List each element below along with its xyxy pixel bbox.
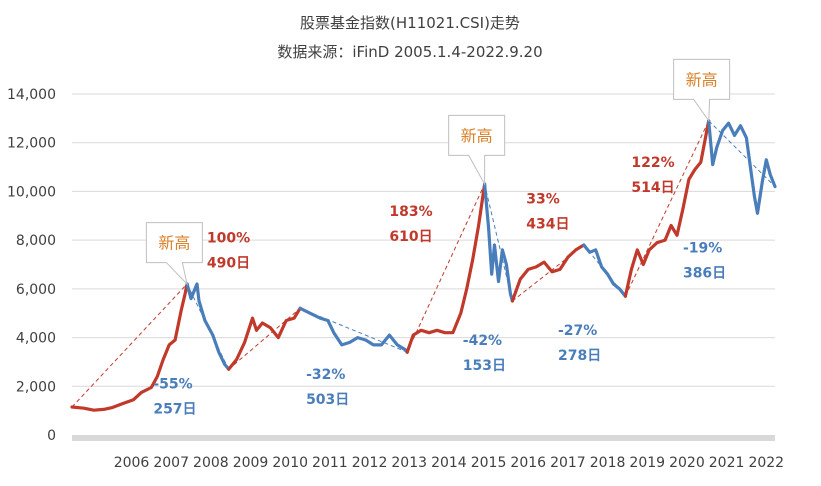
series-line-fall — [483, 182, 515, 303]
callout: 新高 — [448, 114, 506, 187]
x-tick-label: 2021 — [709, 455, 745, 471]
x-tick-label: 2022 — [748, 455, 784, 471]
trend-line — [512, 244, 585, 302]
y-tick-label: 2,000 — [16, 379, 56, 395]
annotation-pct: -32% — [306, 367, 345, 383]
annotation-days: 386日 — [683, 265, 726, 281]
x-tick-label: 2007 — [153, 455, 189, 471]
annotation-days: 514日 — [631, 180, 674, 196]
x-tick-label: 2017 — [550, 455, 586, 471]
trend-line — [71, 283, 188, 408]
trend-line — [299, 307, 408, 353]
x-tick-label: 2019 — [629, 455, 665, 471]
annotation-days: 434日 — [526, 217, 569, 233]
y-axis-tick-labels: 0 2,000 4,000 6,000 8,000 10,000 12,000 14,000 — [7, 87, 56, 444]
chart-title: 股票基金指数(H11021.CSI)走势 — [300, 14, 520, 32]
x-tick-label: 2016 — [510, 455, 546, 471]
annotation-pct: -27% — [558, 323, 597, 339]
x-tick-label: 2015 — [471, 455, 507, 471]
x-tick-label: 2006 — [114, 455, 150, 471]
annotation-pct: -19% — [683, 240, 722, 256]
callout-text: 新高 — [461, 126, 493, 145]
trend-line — [406, 183, 486, 353]
x-tick-label: 2008 — [193, 455, 229, 471]
callout-text: 新高 — [158, 234, 190, 253]
x-tick-label: 2012 — [352, 455, 388, 471]
trend-line — [624, 120, 710, 297]
annotation-days: 278日 — [558, 348, 601, 364]
series-line-rise — [405, 182, 487, 354]
series-line-fall — [707, 119, 777, 215]
series-line-rise — [70, 282, 189, 412]
callout-text: 新高 — [686, 70, 718, 89]
series-lines — [70, 119, 777, 412]
x-axis-band — [72, 435, 775, 441]
annotations: 100% 490日 -55% 257日 -32% 503日 183% 610日 -42% 153日… — [153, 155, 726, 418]
series-line-rise — [510, 243, 586, 303]
callout: 新高 — [145, 222, 203, 286]
x-axis-tick-labels: 2006 2007 2008 2009 2010 2011 2012 2013 2014 2015… — [114, 455, 784, 471]
x-tick-label: 2018 — [590, 455, 626, 471]
annotation-pct: 33% — [526, 192, 560, 208]
series-line-fall — [582, 243, 628, 298]
trend-line — [228, 307, 301, 370]
y-tick-label: 14,000 — [7, 87, 56, 103]
y-tick-label: 12,000 — [7, 136, 56, 152]
x-tick-label: 2014 — [431, 455, 467, 471]
x-tick-label: 2009 — [233, 455, 269, 471]
x-tick-label: 2013 — [391, 455, 427, 471]
callout: 新高 — [673, 58, 731, 123]
series-line-fall — [185, 282, 231, 371]
y-tick-label: 4,000 — [16, 331, 56, 347]
callout-box — [448, 114, 506, 187]
series-line-rise — [623, 119, 711, 298]
series-line-fall — [298, 306, 409, 354]
y-tick-label: 10,000 — [7, 184, 56, 200]
chart-subtitle: 数据来源：iFinD 2005.1.4-2022.9.20 — [277, 43, 542, 61]
annotation-days: 153日 — [463, 358, 506, 374]
y-tick-label: 6,000 — [16, 282, 56, 298]
annotation-pct: 183% — [389, 204, 432, 220]
y-tick-label: 0 — [47, 428, 56, 444]
callout-box — [145, 222, 203, 286]
annotation-days: 257日 — [153, 402, 196, 418]
annotation-pct: 100% — [207, 231, 250, 247]
annotation-pct: -42% — [463, 333, 502, 349]
callout-box — [673, 58, 731, 123]
annotation-pct: -55% — [153, 377, 192, 393]
x-tick-label: 2011 — [312, 455, 348, 471]
annotation-days: 610日 — [389, 229, 432, 245]
x-tick-label: 2010 — [272, 455, 308, 471]
annotation-pct: 122% — [631, 155, 674, 171]
y-tick-label: 8,000 — [16, 233, 56, 249]
annotation-days: 490日 — [207, 256, 250, 272]
series-line-rise — [227, 306, 302, 371]
x-tick-label: 2020 — [669, 455, 705, 471]
annotation-days: 503日 — [306, 392, 349, 408]
